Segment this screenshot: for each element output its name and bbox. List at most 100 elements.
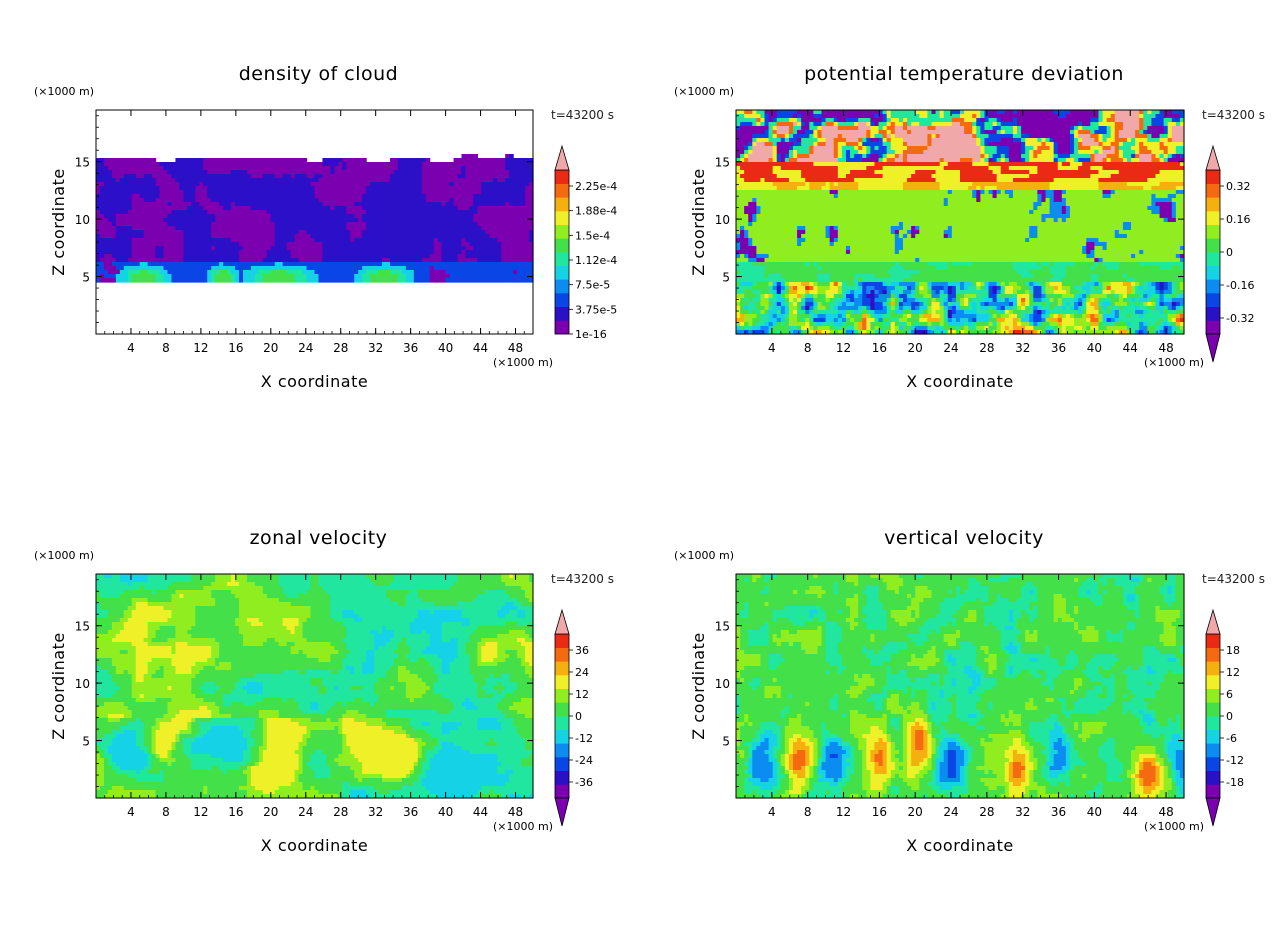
contour-cell — [1098, 118, 1104, 123]
contour-cell — [780, 162, 786, 167]
contour-cell — [485, 234, 490, 239]
contour-cell — [405, 198, 411, 203]
contour-cell — [988, 126, 994, 131]
contour-cell — [413, 202, 419, 207]
contour-cell — [350, 254, 355, 259]
contour-cell — [135, 270, 141, 275]
contour-cell — [923, 110, 929, 115]
contour-cell — [797, 146, 802, 151]
contour-cell — [250, 246, 256, 251]
contour-cell — [772, 122, 778, 127]
contour-cell — [342, 230, 347, 235]
contour-cell — [433, 202, 439, 207]
contour-cell — [195, 214, 200, 219]
contour-cell — [139, 246, 145, 251]
contour-cell — [493, 226, 498, 231]
contour-cell — [776, 118, 782, 123]
contour-cell — [203, 170, 208, 175]
contour-cell — [334, 262, 339, 267]
contour-cell — [330, 262, 335, 267]
contour-cell — [493, 222, 498, 227]
contour-cell — [282, 174, 288, 179]
contour-cell — [793, 114, 798, 119]
contour-cell — [927, 142, 933, 147]
contour-cell — [278, 194, 284, 199]
contour-cell — [1118, 158, 1124, 163]
contour-cell — [449, 242, 455, 247]
contour-cell — [107, 198, 113, 203]
contour-cell — [417, 278, 423, 283]
contour-cell — [780, 122, 786, 127]
contour-cell — [103, 206, 109, 211]
contour-cell — [386, 170, 391, 175]
contour-cell — [1049, 130, 1055, 135]
contour-cell — [203, 162, 208, 167]
contour-cell — [199, 218, 204, 223]
contour-cell — [1118, 138, 1124, 143]
contour-cell — [314, 162, 320, 167]
contour-cell — [139, 270, 145, 275]
contour-cell — [1078, 118, 1083, 123]
contour-cell — [203, 198, 208, 203]
contour-cell — [187, 250, 192, 255]
contour-cell — [282, 218, 288, 223]
contour-cell — [155, 186, 161, 191]
contour-cell — [517, 270, 522, 275]
contour-cell — [469, 158, 475, 163]
contour-cell — [437, 254, 443, 259]
contour-cell — [374, 262, 379, 267]
contour-cell — [99, 250, 105, 255]
contour-cell — [801, 110, 806, 115]
contour-cell — [366, 210, 371, 215]
contour-cell — [382, 214, 387, 219]
contour-cell — [845, 134, 851, 139]
contour-cell — [1017, 130, 1022, 135]
contour-cell — [250, 278, 256, 283]
contour-cell — [939, 126, 945, 131]
contour-cell — [477, 218, 482, 223]
contour-cell — [254, 234, 260, 239]
contour-cell — [374, 274, 379, 279]
contour-cell — [1155, 110, 1161, 115]
contour-cell — [239, 278, 244, 283]
contour-cell — [322, 158, 328, 163]
contour-cell — [878, 134, 884, 139]
contour-cell — [405, 226, 411, 231]
contour-cell — [457, 206, 463, 211]
contour-cell — [784, 146, 790, 151]
contour-cell — [505, 174, 510, 179]
contour-cell — [290, 190, 296, 195]
contour-cell — [1159, 146, 1165, 151]
contour-cell — [338, 270, 343, 275]
contour-cell — [902, 158, 908, 163]
contour-cell — [449, 214, 455, 219]
contour-cell — [1008, 110, 1014, 115]
contour-cell — [266, 210, 272, 215]
contour-cell — [529, 222, 534, 227]
contour-cell — [465, 202, 471, 207]
contour-cell — [509, 190, 514, 195]
contour-cell — [441, 246, 447, 251]
contour-cell — [784, 130, 790, 135]
contour-cell — [768, 110, 774, 115]
contour-cell — [354, 202, 359, 207]
contour-cell — [147, 234, 153, 239]
contour-cell — [405, 174, 411, 179]
contour-cell — [278, 202, 284, 207]
colorbar-label: 1.12e-4 — [575, 254, 617, 267]
contour-cell — [825, 110, 831, 115]
contour-cell — [151, 262, 157, 267]
contour-cell — [756, 134, 762, 139]
contour-cell — [529, 258, 534, 263]
contour-cell — [417, 250, 423, 255]
contour-cell — [1167, 138, 1173, 143]
contour-cell — [231, 190, 236, 195]
contour-cell — [262, 170, 268, 175]
contour-cell — [274, 222, 280, 227]
contour-cell — [919, 142, 924, 147]
contour-cell — [235, 206, 240, 211]
contour-cell — [151, 238, 157, 243]
contour-cell — [302, 266, 308, 271]
contour-cell — [449, 246, 455, 251]
contour-cell — [493, 278, 498, 283]
